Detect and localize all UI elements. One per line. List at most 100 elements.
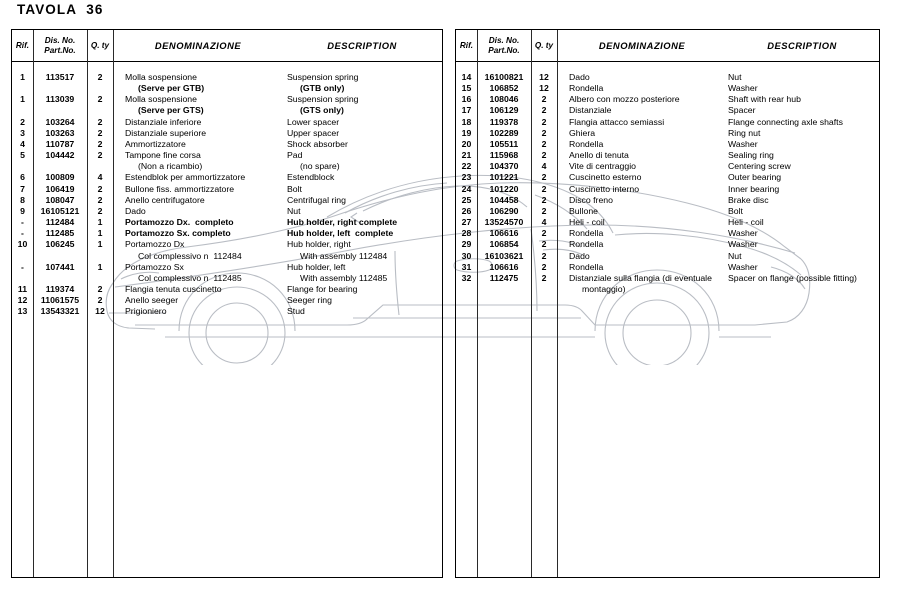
cell-qty: 2 [97, 138, 103, 149]
cell-qty: 2 [541, 183, 547, 194]
table-row: 9 16105121 2 Dado Nut [12, 206, 442, 217]
cell-rif: 9 [20, 205, 25, 216]
table-row: 30 16103621 2 Dado Nut [456, 251, 879, 262]
cell-description: Spacer on flange (possible fitting) [728, 272, 857, 283]
cell-description: (GTB only) [300, 83, 345, 94]
cell-qty: 1 [97, 217, 103, 228]
cell-part-no: 11061575 [40, 295, 80, 306]
header-rif: Rif. [459, 41, 474, 51]
cell-rif: 28 [461, 228, 472, 239]
column-divider-rif [33, 30, 34, 577]
cell-rif: - [21, 261, 24, 272]
table-row: 5 104442 2 Tampone fine corsa Pad [12, 150, 442, 161]
table-row: 29 106854 2 Rondella Washer [456, 239, 879, 250]
cell-description: Nut [287, 205, 301, 216]
header-part-no-line: Part.No. [44, 46, 76, 55]
cell-part-no: 16100821 [484, 72, 524, 82]
cell-part-no: 113517 [45, 72, 75, 82]
cell-part-no: 108046 [489, 94, 519, 105]
table-row: 3 103263 2 Distanziale superiore Upper space… [12, 128, 442, 139]
cell-qty: 2 [97, 72, 103, 82]
cell-rif: 21 [461, 150, 472, 161]
cell-qty: 2 [541, 205, 547, 216]
cell-part-no: 105511 [489, 138, 519, 149]
cell-part-no: 103263 [45, 127, 75, 138]
cell-part-no: 113039 [45, 94, 75, 105]
header-denominazione: DENOMINAZIONE [154, 40, 242, 52]
column-divider-part-no [531, 30, 532, 577]
cell-qty: 4 [541, 217, 547, 228]
cell-part-no: 119378 [489, 116, 519, 127]
cell-denominazione: Anello seeger [125, 295, 179, 306]
cell-rif: 10 [17, 239, 28, 250]
cell-denominazione: Albero con mozzo posteriore [569, 94, 680, 105]
cell-rif: 31 [461, 261, 472, 272]
cell-description: With assembly 112484 [300, 250, 388, 261]
cell-description: Stud [287, 306, 305, 317]
cell-qty: 12 [539, 83, 549, 94]
table-row: 11 119374 2 Flangia tenuta cuscinetto Flange… [12, 284, 442, 295]
table-row: 1 113517 2 Molla sospensione Suspension spri… [12, 72, 442, 83]
table-row: - 107441 1 Portamozzo Sx Hub holder, left [12, 262, 442, 273]
cell-description: Bolt [287, 183, 302, 194]
cell-description: Washer [728, 138, 758, 149]
cell-denominazione: Portamozzo Sx [125, 261, 184, 272]
cell-description: Hub holder, left [287, 261, 346, 272]
cell-qty: 2 [97, 150, 103, 161]
cell-rif: 1 [20, 72, 25, 82]
cell-part-no: 101221 [489, 172, 519, 183]
cell-description: Inner bearing [728, 183, 780, 194]
cell-part-no: 106852 [489, 83, 519, 94]
table-row: 2 103264 2 Distanziale inferiore Lower space… [12, 117, 442, 128]
table-row: - 112485 1 Portamozzo Sx. completo Hub holde… [12, 228, 442, 239]
table-body-left: 1 113517 2 Molla sospensione Suspension spri… [12, 62, 442, 609]
cell-qty: 2 [97, 183, 103, 194]
cell-denominazione: Cuscinetto interno [569, 183, 640, 194]
table-row: 18 119378 2 Flangia attacco semiassi Flange … [456, 117, 879, 128]
cell-rif: 3 [20, 127, 25, 138]
cell-description: Bolt [728, 205, 743, 216]
cell-part-no: 106290 [489, 205, 519, 216]
cell-rif: 16 [461, 94, 472, 105]
cell-denominazione: montaggio) [582, 283, 626, 294]
cell-description: Centering screw [728, 161, 791, 172]
cell-part-no: 115968 [489, 150, 519, 161]
cell-qty: 2 [541, 116, 547, 127]
table-rows-right: 14 16100821 12 Dado Nut 15 106852 12 Rondella Was… [456, 72, 879, 295]
cell-description: Shock absorber [287, 138, 348, 149]
table-row: 32 112475 2 Distanziale sulla flangia (di e… [456, 273, 879, 284]
cell-description: Spacer [728, 105, 756, 116]
cell-part-no: 13543321 [40, 306, 80, 317]
cell-rif: 24 [461, 183, 472, 194]
header-description: DESCRIPTION [327, 40, 397, 52]
cell-description: Pad [287, 150, 303, 161]
cell-qty: 2 [541, 250, 547, 261]
column-divider-rif [477, 30, 478, 577]
cell-denominazione: Dado [125, 205, 146, 216]
table-row: 13 13543321 12 Prigioniero Stud [12, 306, 442, 317]
table-row: 1 113039 2 Molla sospensione Suspension spri… [12, 94, 442, 105]
cell-denominazione: Estendblok per ammortizzatore [125, 172, 246, 183]
cell-part-no: 102289 [489, 127, 519, 138]
cell-qty: 4 [541, 161, 547, 172]
cell-description: (no spare) [300, 161, 340, 172]
cell-qty: 2 [541, 150, 547, 161]
cell-rif: 12 [17, 295, 28, 306]
cell-qty: 2 [541, 194, 547, 205]
header-description: DESCRIPTION [767, 40, 837, 52]
cell-denominazione: Distanziale sulla flangia (di eventuale [569, 272, 712, 283]
cell-denominazione: Vite di centraggio [569, 161, 636, 172]
cell-qty: 1 [97, 228, 103, 239]
table-row: montaggio) [456, 284, 879, 295]
cell-qty: 12 [95, 306, 105, 317]
cell-qty: 2 [541, 172, 547, 183]
cell-description: Hub holder, right [287, 239, 351, 250]
cell-denominazione: Bullone [569, 205, 598, 216]
cell-qty: 1 [97, 239, 103, 250]
cell-part-no: 106419 [45, 183, 75, 194]
table-row: - 112484 1 Portamozzo Dx. completo Hub holde… [12, 217, 442, 228]
page-title: TAVOLA 36 [17, 2, 104, 17]
cell-rif: 15 [461, 83, 472, 94]
cell-denominazione: (Serve per GTS) [138, 105, 204, 116]
cell-denominazione: Rondella [569, 228, 604, 239]
